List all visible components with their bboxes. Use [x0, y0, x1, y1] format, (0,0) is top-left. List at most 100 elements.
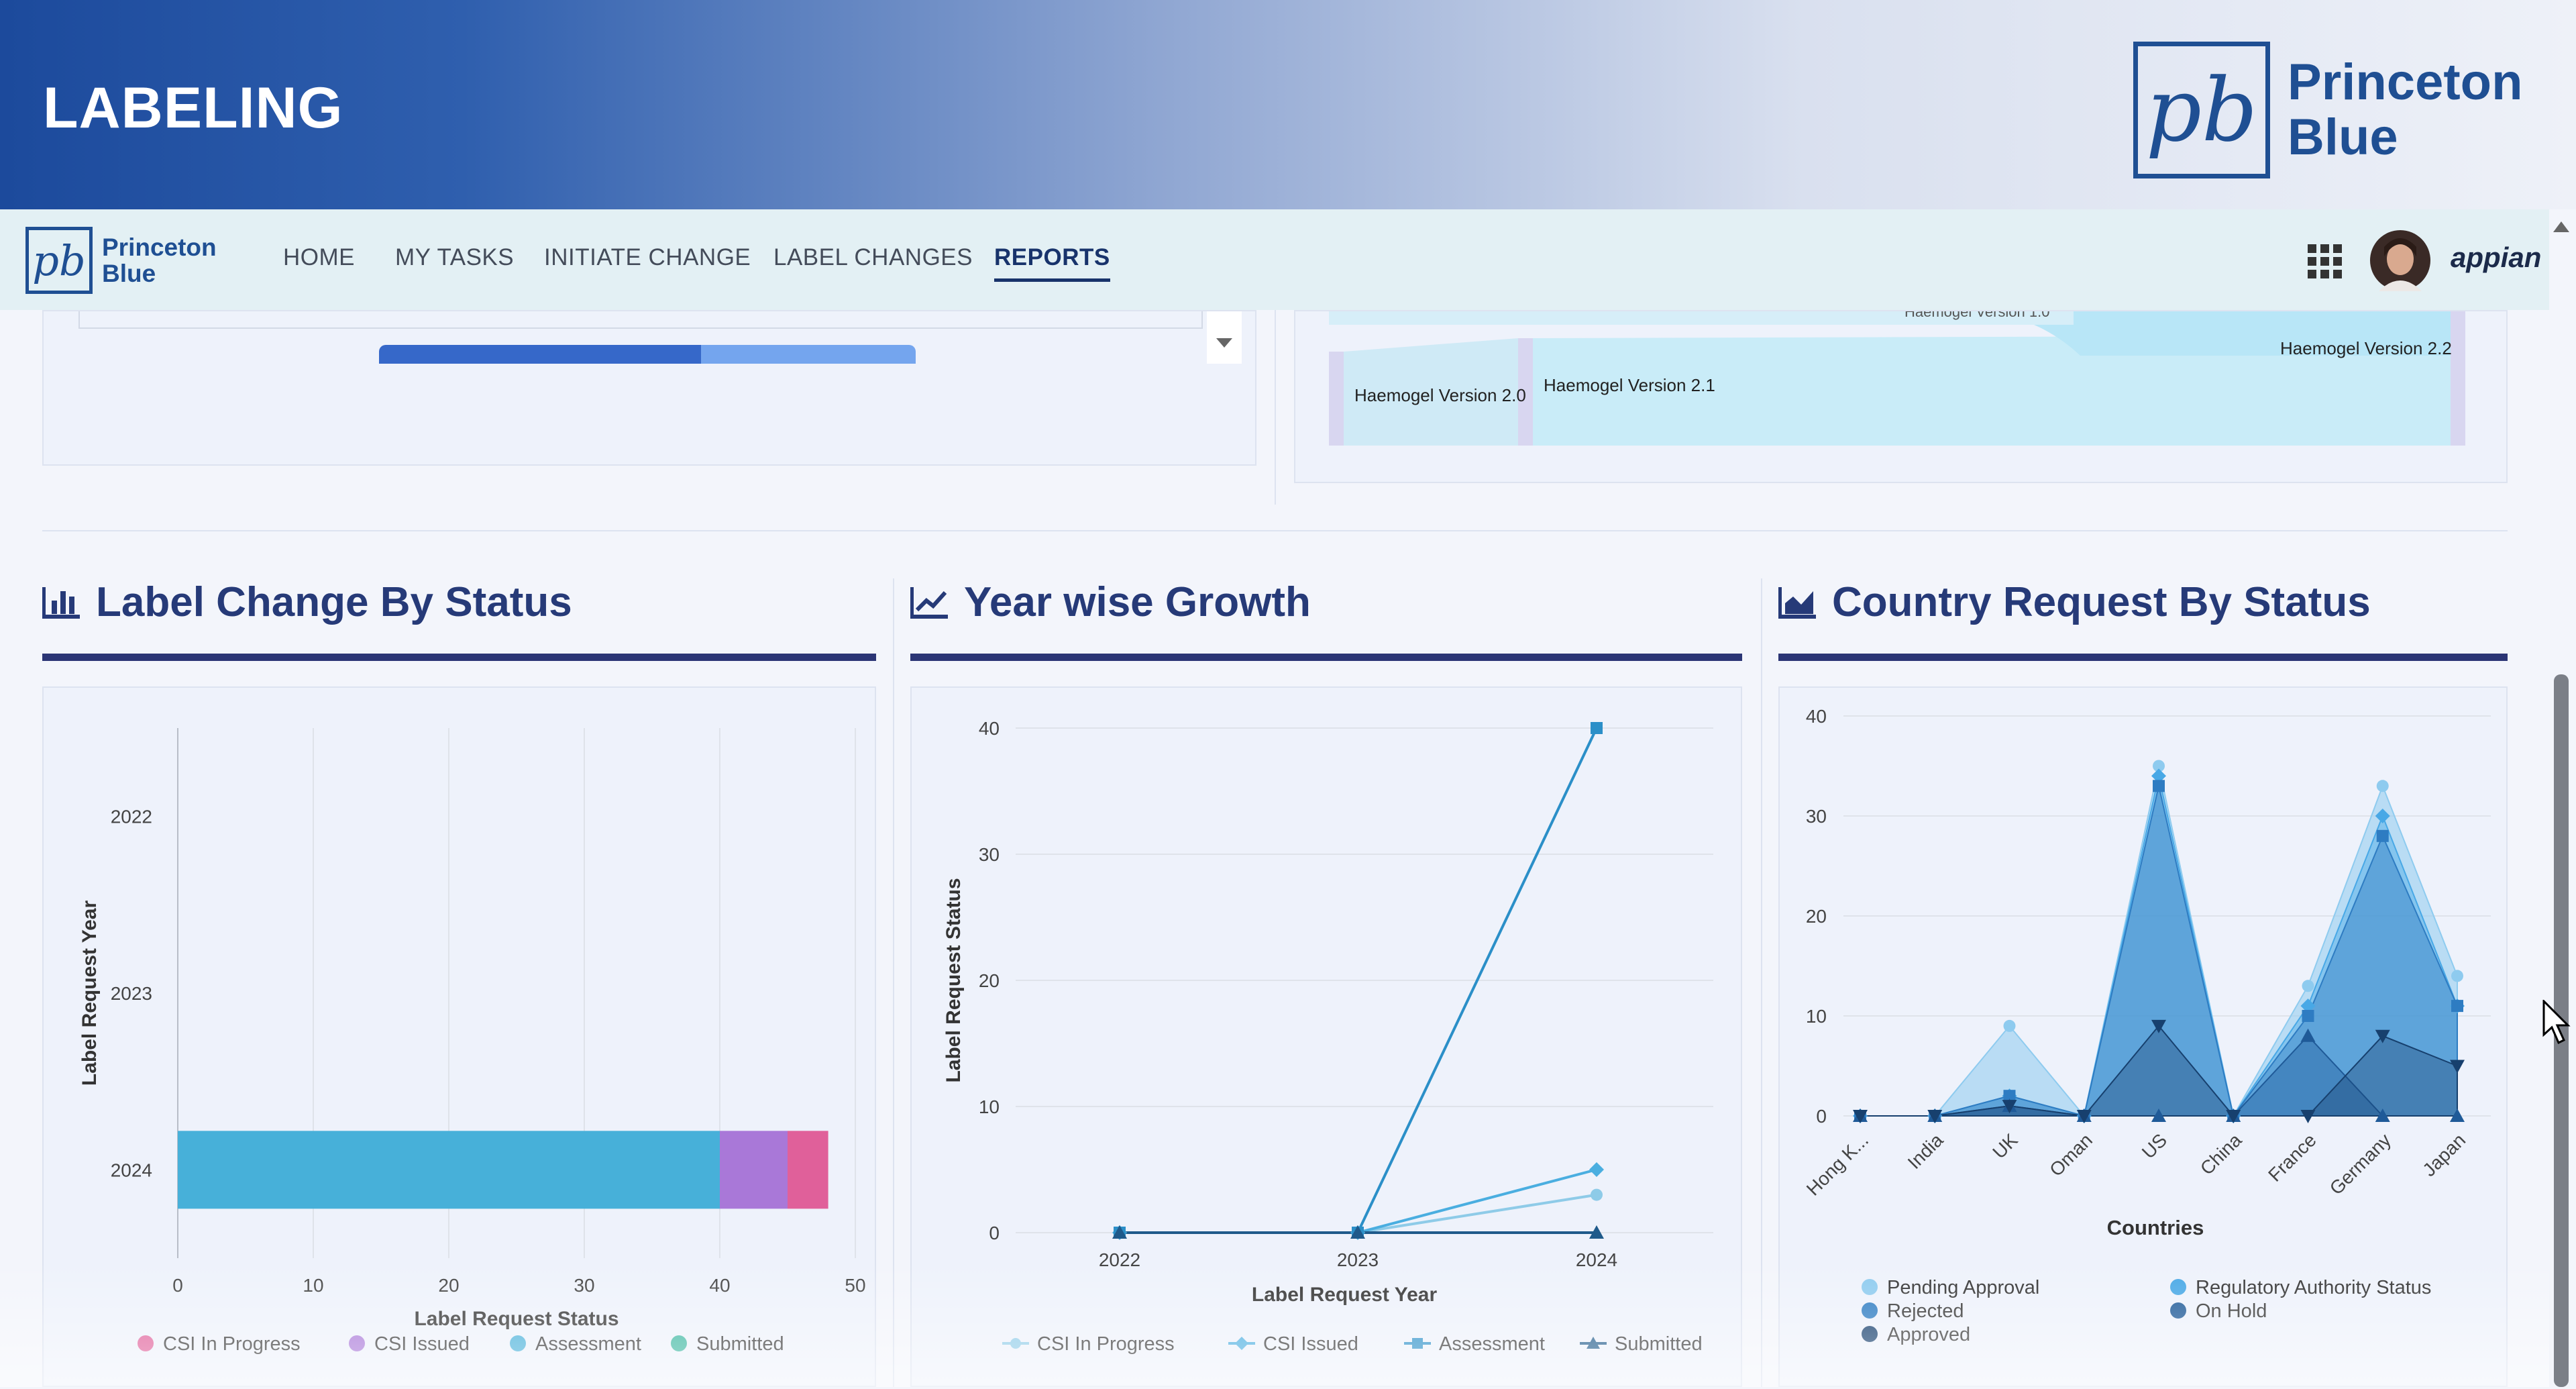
scrollbar-thumb[interactable] [2554, 674, 2569, 1387]
version-flow-chart: Haemogel Version 2.0 Haemogel Version 2.… [1329, 303, 2465, 446]
y-tick-label: 40 [1806, 706, 1827, 727]
line-chart-icon [910, 586, 948, 619]
data-point [2003, 1019, 2016, 1032]
x-tick-label: US [2138, 1129, 2171, 1162]
nav-item-label-changes[interactable]: LABEL CHANGES [773, 244, 973, 270]
version-label: Haemogel Version 1.0 [1904, 311, 2049, 320]
x-tick-label: India [1904, 1129, 1947, 1173]
x-tick-label: 2022 [1099, 1249, 1140, 1270]
x-tick-label: 40 [709, 1275, 730, 1296]
nav-item-initiate-change[interactable]: INITIATE CHANGE [544, 244, 751, 270]
x-tick-label: Germany [2326, 1129, 2395, 1198]
nav-item-reports[interactable]: REPORTS [994, 244, 1110, 282]
x-axis-title: Countries [2107, 1216, 2204, 1239]
x-tick-label: France [2264, 1129, 2320, 1186]
x-axis-title: Label Request Year [1252, 1284, 1438, 1306]
legend-swatch [1862, 1279, 1878, 1295]
data-point [2375, 809, 2390, 823]
legend-swatch [671, 1335, 687, 1351]
data-point [2376, 829, 2389, 842]
section-title-year-growth: Year wise Growth [910, 578, 1311, 626]
y-axis-title: Label Request Status [943, 878, 965, 1082]
nav-logo[interactable]: pb Princeton Blue [25, 227, 217, 294]
version-label: Haemogel Version 2.1 [1544, 375, 1715, 395]
data-point [2302, 1010, 2314, 1022]
legend-label: Pending Approval [1887, 1277, 2039, 1298]
divider [1275, 310, 1276, 505]
y-tick-label: 10 [979, 1096, 1000, 1117]
top-navbar: pb Princeton Blue HOME MY TASKS INITIATE… [0, 209, 2549, 310]
data-point [2003, 1090, 2016, 1102]
grid-apps-icon[interactable] [2308, 244, 2343, 279]
nav-item-my-tasks[interactable]: MY TASKS [395, 244, 515, 270]
appian-label: appian [2451, 242, 2542, 273]
year-growth-line-chart: 0 10 20 30 40 2022 2023 2024 Label Request Year L… [943, 718, 1713, 1355]
data-point [2450, 1109, 2465, 1122]
section-title-country-request: Country Request By Status [1778, 578, 2371, 626]
y-tick-label: 40 [979, 718, 1000, 739]
data-point [2375, 1109, 2390, 1122]
section-title-text: Label Change By Status [96, 579, 572, 625]
dropdown-toggle[interactable] [1207, 311, 1242, 364]
progress-bar [379, 345, 916, 364]
section-divider [42, 530, 2508, 531]
legend-label: Submitted [1615, 1333, 1703, 1355]
legend-swatch [1862, 1302, 1878, 1319]
data-point [2153, 760, 2165, 772]
section-title-text: Year wise Growth [964, 579, 1311, 625]
scroll-up-arrow[interactable] [2553, 221, 2569, 232]
data-point [1350, 1225, 1365, 1239]
x-tick-label: 0 [172, 1275, 183, 1296]
y-tick-label: 2022 [111, 807, 152, 827]
x-tick-label: UK [1988, 1129, 2022, 1163]
x-tick-label: 2024 [1576, 1249, 1617, 1270]
data-point [2376, 780, 2389, 792]
pb-logo-icon: pb [2133, 42, 2270, 178]
legend-swatch [2170, 1279, 2186, 1295]
legend-label: Assessment [535, 1333, 641, 1355]
data-point [1112, 1225, 1127, 1239]
banner-brand-line1: Princeton [2288, 54, 2523, 111]
data-point [2451, 970, 2463, 982]
banner-title: LABELING [43, 76, 343, 140]
y-tick-label: 2024 [111, 1160, 152, 1180]
y-tick-label: 30 [979, 844, 1000, 865]
legend-label: Approved [1887, 1324, 1970, 1345]
status-table-panel [42, 310, 1256, 466]
legend-label: Regulatory Authority Status [2196, 1277, 2431, 1298]
bar-segment [720, 1131, 788, 1209]
data-point [1853, 1110, 1868, 1123]
legend-swatch [1862, 1326, 1878, 1342]
mouse-cursor-icon [2542, 1000, 2571, 1045]
nav-logo-line2: Blue [102, 260, 156, 287]
version-label: Haemogel Version 2.2 [2280, 338, 2452, 358]
x-tick-label: Japan [2418, 1129, 2469, 1180]
chevron-down-icon [1216, 338, 1232, 348]
data-point [2450, 1060, 2465, 1074]
bar-segment [788, 1131, 828, 1209]
nav-item-home[interactable]: HOME [283, 244, 355, 270]
section-title-text: Country Request By Status [1832, 579, 2371, 625]
data-point [1589, 1225, 1604, 1239]
banner-brand-line2: Blue [2288, 109, 2398, 166]
data-point [2451, 1000, 2463, 1013]
legend-label: Rejected [1887, 1300, 1964, 1322]
section-rule [910, 654, 1742, 661]
data-point [2300, 1028, 2316, 1042]
chart-panel-country-request: 0 10 20 30 40 Hong K... India UK Oman US China Fran… [1778, 686, 2508, 1387]
data-point [2302, 980, 2314, 992]
legend-label: On Hold [2196, 1300, 2267, 1322]
y-tick-label: 20 [979, 970, 1000, 991]
data-point [1010, 1338, 1021, 1349]
version-label: Haemogel Version 2.0 [1354, 385, 1526, 405]
data-point [2300, 998, 2316, 1014]
section-rule [42, 654, 876, 661]
avatar[interactable] [2369, 229, 2431, 291]
country-request-area-chart: 0 10 20 30 40 Hong K... India UK Oman US China Fran… [1803, 706, 2491, 1345]
x-axis-title: Label Request Status [414, 1308, 619, 1330]
y-tick-label: 10 [1806, 1006, 1827, 1027]
x-tick-label: 30 [574, 1275, 594, 1296]
x-tick-label: Oman [2045, 1129, 2096, 1180]
data-point [2151, 1019, 2166, 1033]
data-point [2300, 1110, 2316, 1123]
